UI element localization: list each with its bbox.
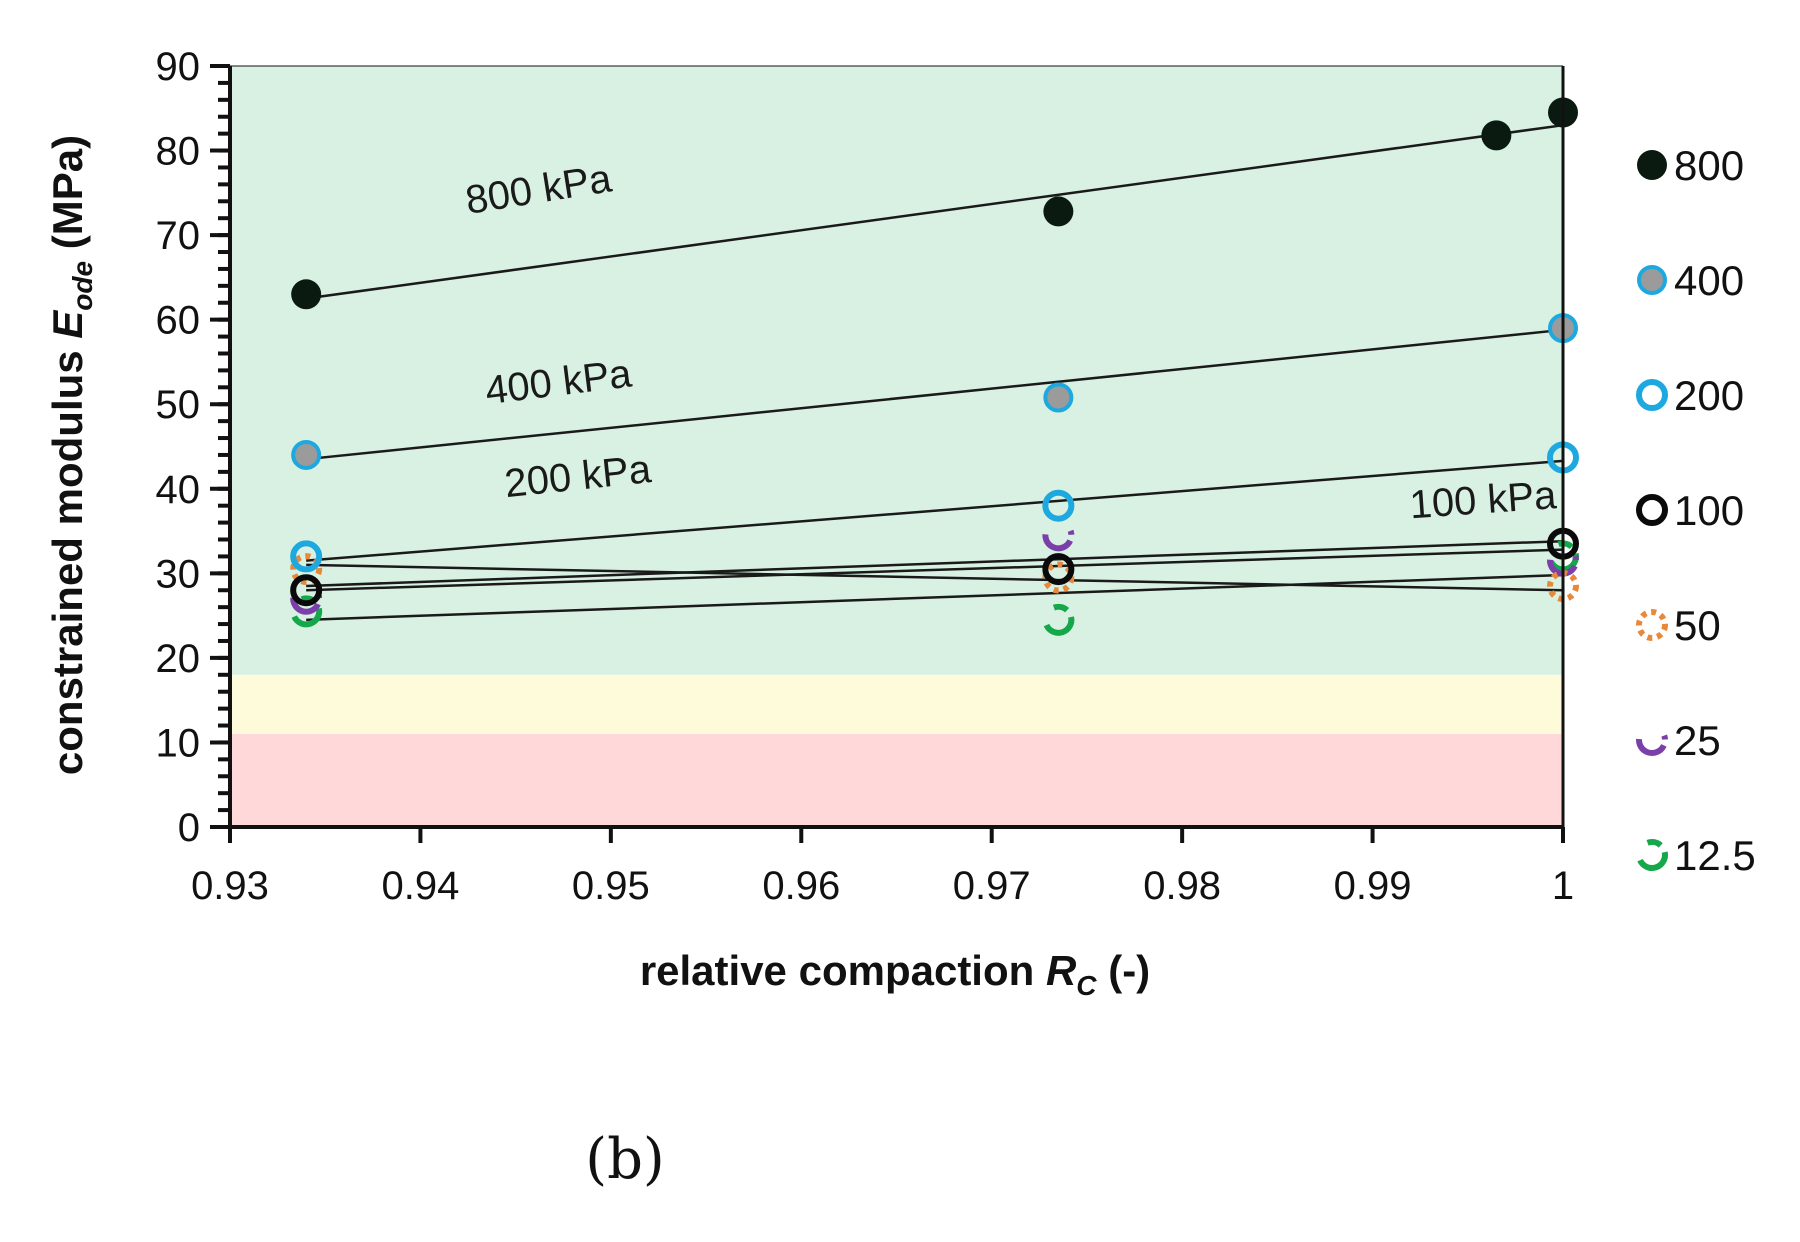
marker-shape: [290, 595, 323, 628]
x-tick-label: 0.98: [1143, 864, 1221, 908]
marker-shape: [1042, 519, 1075, 552]
panel-label-text: (b): [585, 1127, 665, 1192]
x-tick-label: 0.99: [1334, 864, 1412, 908]
data-point-100-1: [1042, 553, 1075, 586]
fit-line-12-5: [306, 573, 1564, 622]
legend: 800 400 200 100 50 25 12.5: [1636, 142, 1756, 879]
marker-shape: [1481, 120, 1512, 151]
data-point-800-2: [1481, 120, 1512, 151]
y-tick-label: 20: [156, 637, 201, 681]
y-axis-title: constrained modulus Eode (MPa): [44, 135, 98, 775]
y-tick-label: 40: [156, 468, 201, 512]
legend-label: 200: [1674, 372, 1744, 419]
axes: 0 10 20 30 40 50 60 70 80 90 0.93 0.94 0.95 0.96 0.97 0…: [156, 45, 1575, 908]
x-tick-label: 0.94: [381, 864, 459, 908]
fit-line-25: [306, 548, 1564, 592]
legend-marker: [1637, 265, 1667, 295]
marker-shape: [1636, 494, 1668, 526]
y-tick-label: 0: [178, 806, 200, 850]
fit-line-400: [306, 328, 1564, 461]
data-point-12-5-2: [1547, 540, 1579, 573]
marker-shape: [1637, 265, 1667, 295]
data-point-12-5-1: [1042, 603, 1075, 636]
legend-item-800: 800: [1637, 142, 1744, 189]
background-band-1: [230, 674, 1563, 734]
data-point-25-1: [1042, 519, 1075, 552]
marker-shape: [1042, 603, 1075, 636]
y-tick-label: 50: [156, 383, 201, 427]
data-point-12-5-0: [290, 595, 323, 628]
legend-marker: [1636, 609, 1668, 641]
marker-shape: [1547, 540, 1579, 573]
marker-shape: [291, 279, 322, 310]
data-point-50-0: [290, 553, 323, 586]
background-bands: [230, 66, 1563, 827]
data-point-200-0: [290, 540, 323, 573]
y-tick-label: 60: [156, 299, 201, 343]
x-axis-title: relative compaction RC (-): [640, 947, 1150, 1001]
fit-line-200: [306, 459, 1564, 562]
legend-item-400: 400: [1637, 257, 1744, 304]
y-tick-label: 30: [156, 552, 201, 596]
legend-marker: [1636, 839, 1668, 871]
fit-line-800: [306, 123, 1564, 300]
fit-line-100: [306, 539, 1564, 588]
fit-line-50: [306, 563, 1564, 592]
x-tick-label: 0.95: [572, 864, 650, 908]
y-tick-label: 10: [156, 721, 201, 765]
legend-marker: [1636, 379, 1668, 411]
legend-label: 400: [1674, 257, 1744, 304]
marker-shape: [290, 553, 323, 586]
fit-lines: [306, 123, 1564, 622]
legend-item-12-5: 12.5: [1636, 832, 1756, 879]
data-point-25-2: [1547, 544, 1579, 577]
legend-marker: [1637, 150, 1667, 180]
legend-item-100: 100: [1636, 487, 1744, 534]
x-tick-label: 0.93: [191, 864, 269, 908]
legend-label: 12.5: [1674, 832, 1756, 879]
marker-shape: [1636, 379, 1668, 411]
marker-shape: [1636, 724, 1668, 756]
legend-marker: [1636, 724, 1668, 756]
marker-shape: [1042, 489, 1075, 522]
panel-label: (b): [585, 1127, 665, 1192]
y-tick-label: 80: [156, 130, 201, 174]
legend-label: 25: [1674, 717, 1721, 764]
legend-item-50: 50: [1636, 602, 1721, 649]
x-tick-label: 0.96: [762, 864, 840, 908]
legend-item-25: 25: [1636, 717, 1721, 764]
legend-item-200: 200: [1636, 372, 1744, 419]
background-band-2: [230, 66, 1563, 675]
y-tick-label: 70: [156, 214, 201, 258]
data-point-100-0: [290, 574, 323, 607]
x-tick-label: 1: [1552, 864, 1574, 908]
data-point-800-1: [1043, 196, 1074, 227]
data-point-800-0: [291, 279, 322, 310]
marker-shape: [1636, 609, 1668, 641]
legend-label: 50: [1674, 602, 1721, 649]
data-point-400-0: [291, 439, 322, 470]
marker-shape: [290, 540, 323, 573]
legend-marker: [1636, 494, 1668, 526]
marker-shape: [1637, 150, 1667, 180]
data-point-400-1: [1043, 382, 1074, 413]
marker-shape: [1043, 382, 1074, 413]
background-band-0: [230, 733, 1563, 827]
marker-shape: [1043, 196, 1074, 227]
marker-shape: [1547, 544, 1579, 577]
y-tick-label: 90: [156, 45, 201, 89]
x-tick-label: 0.97: [953, 864, 1031, 908]
line-annotation-3: 100 kPa: [1408, 473, 1558, 527]
marker-shape: [1636, 839, 1668, 871]
legend-label: 800: [1674, 142, 1744, 189]
marker-shape: [1042, 553, 1075, 586]
marker-shape: [290, 574, 323, 607]
marker-shape: [291, 439, 322, 470]
data-point-200-1: [1042, 489, 1075, 522]
legend-label: 100: [1674, 487, 1744, 534]
